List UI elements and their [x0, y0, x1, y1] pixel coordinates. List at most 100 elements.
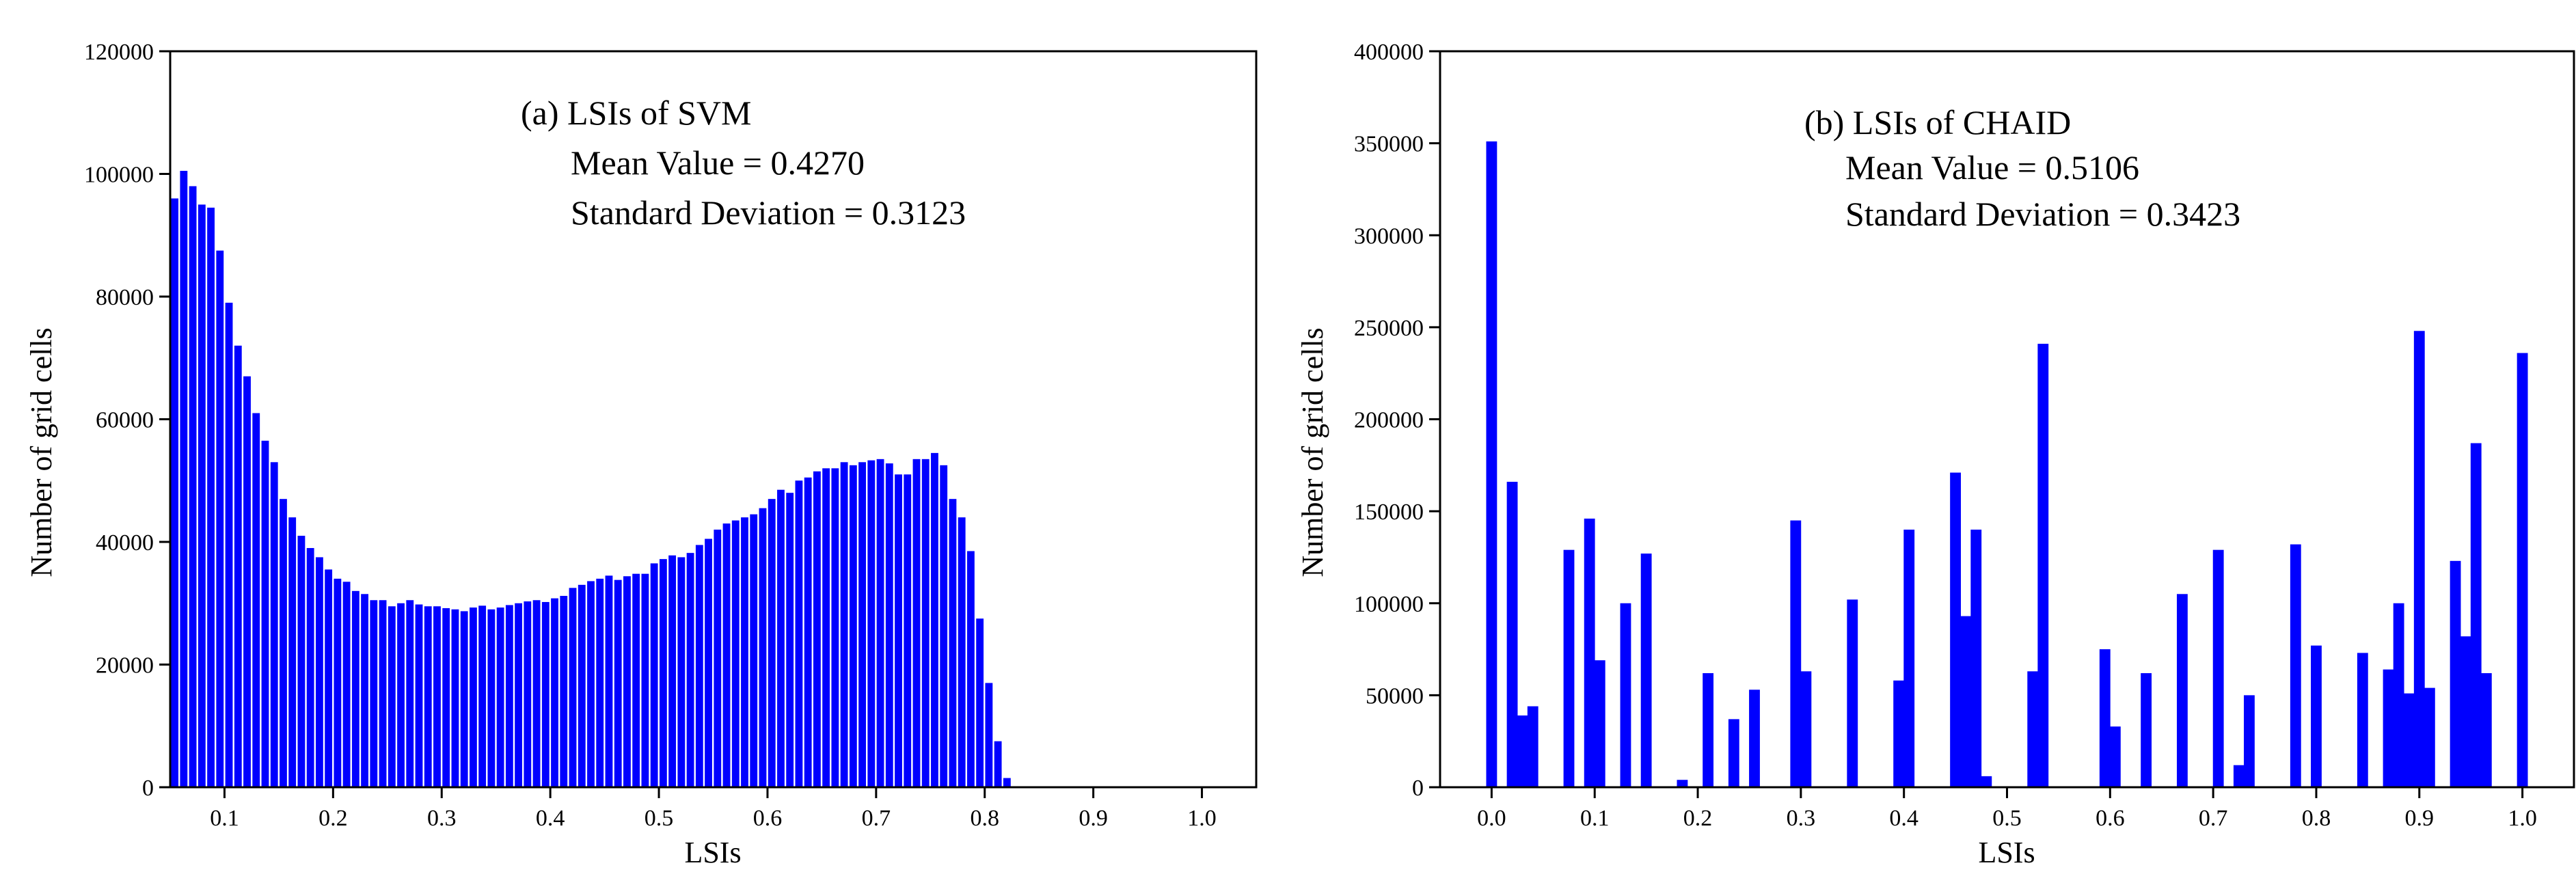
- svm-bar: [831, 468, 839, 787]
- svm-bar: [460, 611, 468, 787]
- svm-bar: [650, 563, 658, 787]
- svm-bar: [361, 594, 369, 787]
- svm-x-tick-label: 0.3: [427, 806, 457, 831]
- svm-bar: [614, 579, 622, 787]
- svm-bar: [551, 598, 558, 787]
- svm-x-tick-label: 0.7: [862, 806, 891, 831]
- svm-bar: [388, 606, 396, 787]
- chaid-bar: [1981, 776, 1992, 787]
- chaid-x-tick-label: 0.8: [2302, 806, 2331, 831]
- svm-bar: [189, 186, 197, 787]
- svm-y-tick-label: 80000: [96, 285, 154, 310]
- chaid-y-tick-label: 100000: [1354, 592, 1424, 617]
- svm-bar: [171, 198, 179, 787]
- svm-x-tick-label: 0.8: [971, 806, 1000, 831]
- chaid-x-tick-label: 0.9: [2405, 806, 2435, 831]
- chaid-x-tick-label: 0.7: [2199, 806, 2228, 831]
- chaid-bar: [1960, 616, 1972, 787]
- svm-bar: [921, 459, 930, 787]
- svm-bar: [578, 584, 586, 787]
- chaid-bar-group: [1486, 141, 2528, 787]
- chaid-y-tick-label: 250000: [1354, 316, 1424, 341]
- svm-bar: [885, 463, 893, 787]
- svm-bar: [867, 460, 876, 787]
- svm-bar: [750, 514, 758, 787]
- svm-bar: [334, 578, 342, 787]
- chaid-bar: [1893, 680, 1905, 787]
- svm-bar: [858, 462, 867, 787]
- chaid-bar: [1517, 715, 1528, 787]
- svm-bar: [415, 604, 423, 787]
- chaid-bar: [2311, 645, 2322, 787]
- svm-bar: [569, 588, 577, 787]
- chaid-bar: [2099, 649, 2111, 787]
- chaid-bar: [1486, 141, 1497, 787]
- chaid-y-axis-title: Number of grid cells: [1296, 327, 1329, 577]
- svm-bar: [487, 609, 496, 787]
- svm-x-tick-label: 1.0: [1187, 806, 1217, 831]
- chaid-bar: [2450, 560, 2461, 787]
- svm-bar: [795, 480, 803, 787]
- svm-bar: [931, 452, 938, 787]
- svm-bar: [786, 493, 794, 787]
- svm-x-tick-label: 0.9: [1079, 806, 1108, 831]
- chaid-x-tick-label: 0.5: [1992, 806, 2022, 831]
- chaid-bar: [2290, 544, 2301, 787]
- svm-bar: [351, 590, 360, 787]
- svm-bar: [342, 582, 351, 787]
- svm-x-tick-label: 0.2: [318, 806, 348, 831]
- svm-bar: [985, 683, 993, 787]
- svm-bar: [442, 608, 450, 787]
- svm-sd-annotation: Standard Deviation = 0.3123: [571, 193, 966, 232]
- svm-y-tick-label: 60000: [96, 408, 154, 433]
- chaid-bar: [1703, 673, 1714, 787]
- svm-bar: [705, 538, 712, 787]
- chaid-bar: [2517, 353, 2528, 787]
- svm-bar: [677, 557, 686, 787]
- svm-y-tick-label: 100000: [84, 163, 154, 188]
- svm-bar: [632, 573, 640, 787]
- svm-bar: [496, 608, 504, 787]
- svm-y-axis-title: Number of grid cells: [25, 327, 58, 577]
- chaid-bar: [1800, 671, 1812, 787]
- svm-bar: [623, 576, 631, 787]
- svm-bar: [180, 171, 188, 787]
- svm-bar: [325, 569, 333, 787]
- svm-bar: [270, 462, 278, 787]
- svm-bar: [949, 499, 957, 787]
- svm-bar: [641, 573, 649, 787]
- svm-bar: [686, 553, 694, 787]
- svm-y-axis: 0 20000 40000 60000 80000 100000 120000: [84, 40, 170, 801]
- chaid-bar: [2027, 671, 2039, 787]
- chaid-x-tick-label: 0.3: [1787, 806, 1816, 831]
- chaid-bar: [1749, 690, 1760, 787]
- chart-panel-chaid: 0 50000 100000 150000 200000 250000 300000 3500…: [1296, 40, 2575, 869]
- chaid-bar: [1950, 472, 1962, 787]
- chaid-bar: [1620, 603, 1631, 787]
- svm-bar: [759, 508, 767, 787]
- svm-bar: [379, 600, 387, 787]
- svm-bar: [297, 536, 306, 787]
- svm-bar: [433, 606, 441, 787]
- chaid-bar: [1563, 549, 1575, 787]
- svm-mean-annotation: Mean Value = 0.4270: [571, 144, 865, 182]
- svm-bar: [397, 603, 405, 787]
- svm-bar: [976, 618, 984, 787]
- chaid-bar: [2037, 344, 2049, 787]
- chaid-y-tick-label: 50000: [1366, 683, 1424, 709]
- svm-x-tick-label: 0.1: [210, 806, 239, 831]
- chaid-bar: [2357, 653, 2368, 787]
- chaid-bar: [2413, 331, 2425, 787]
- svm-bar: [813, 471, 821, 787]
- svm-bar: [524, 601, 532, 787]
- chaid-bar: [1847, 599, 1858, 787]
- svm-bar: [722, 523, 731, 787]
- svm-bar: [912, 459, 921, 787]
- svm-bar: [876, 459, 884, 787]
- chaid-bar: [1790, 520, 1802, 787]
- svm-bar: [695, 545, 703, 787]
- chaid-bar: [1640, 554, 1652, 787]
- chaid-bar: [2176, 594, 2188, 787]
- chaid-bar: [2212, 549, 2224, 787]
- svm-bar: [849, 465, 857, 787]
